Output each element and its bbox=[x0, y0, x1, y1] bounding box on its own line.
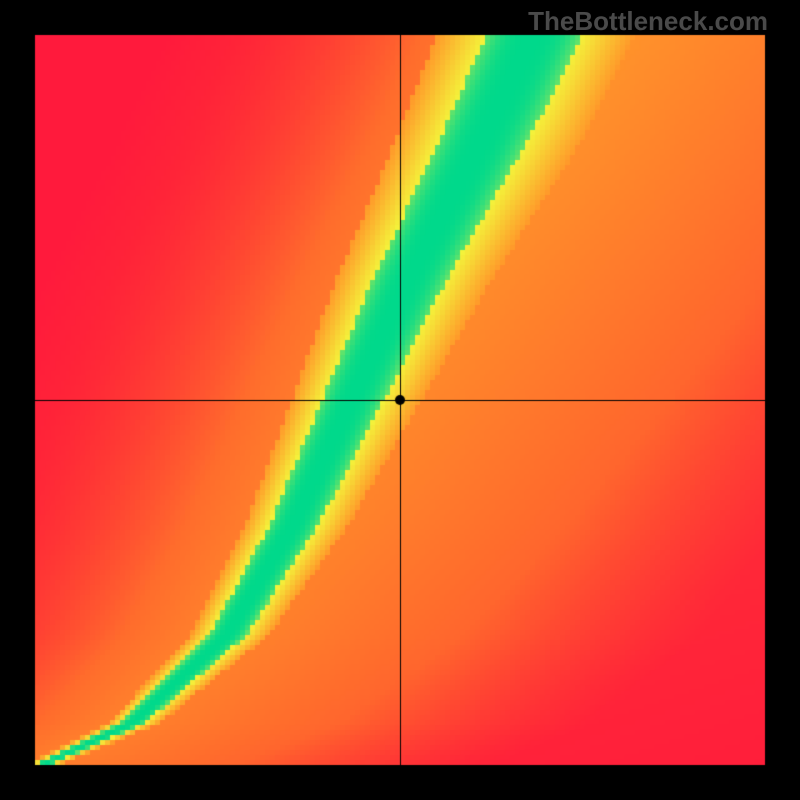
watermark-text: TheBottleneck.com bbox=[528, 6, 768, 37]
bottleneck-heatmap bbox=[0, 0, 800, 800]
